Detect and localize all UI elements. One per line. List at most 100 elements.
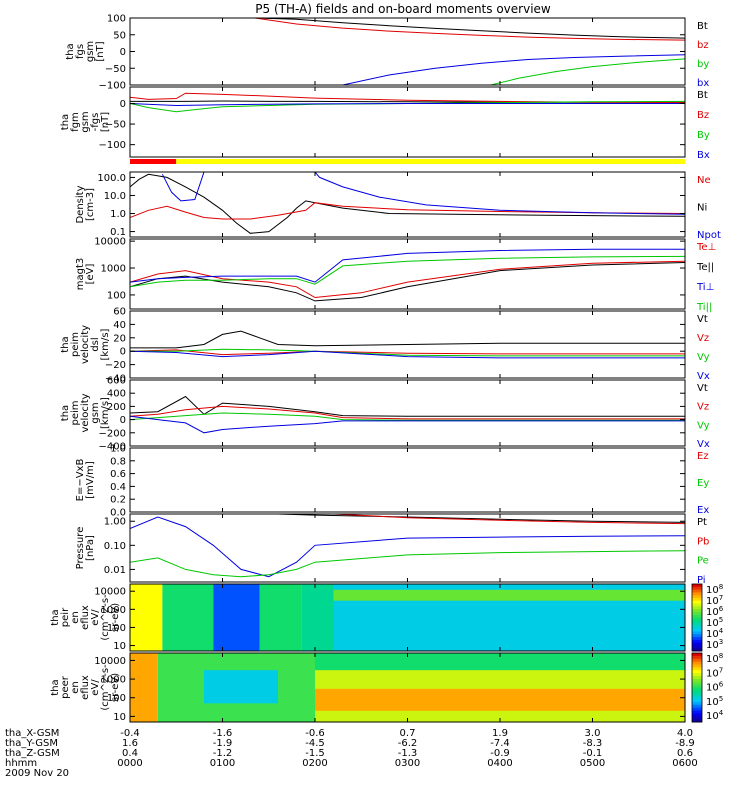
ephemeris-value: 0300 [395,758,420,769]
colorbar-segment [692,611,702,616]
colorbar-segment [692,642,702,646]
legend-entry: bx [697,78,709,89]
ephemeris-value: 0000 [117,758,142,769]
colorbar-label: 108 [706,652,723,665]
colorbar-label: 106 [706,605,724,618]
y-axis-label: peir [60,607,71,627]
legend-entry: Te|| [696,262,714,273]
status-bar-segment [176,159,685,164]
y-axis-label: gsm [80,111,91,132]
series-line [342,54,685,85]
y-axis-label: (cm^2-s- [100,664,111,711]
colorbar-frame [691,583,703,652]
colorbar-segment [692,693,702,697]
legend-entry: Vt [697,383,708,394]
y-axis-label: en [70,681,81,694]
panel-velocity-burst: 60 40 20 0 −20 −40 tha peim velocity dsl [km/s] Vt V… [60,307,710,385]
y-axis-label: gsm [90,402,101,423]
colorbar-label: 106 [706,681,724,694]
panel-pressure: 1.00 0.10 0.01 Pressure [nPa] Pt Pb Pe Pi [75,513,709,586]
series-line [130,550,685,578]
ephemeris-value: 0.6 [677,748,693,759]
y-axis-label: en [70,611,81,624]
colorbar-label: 107 [706,594,723,607]
y-tick-label: 100.0 [97,173,126,184]
figure-title: P5 (TH-A) fields and on-board moments ov… [255,2,551,16]
colorbar-base: 10 [706,596,719,607]
ephemeris-value: -8.9 [675,738,695,749]
series-line [161,172,685,215]
series-line [254,18,685,39]
legend-entry: Te⊥ [696,242,716,253]
colorbar-segment [692,684,702,688]
colorbar-segment [692,673,702,677]
legend-entry: Pb [697,536,709,547]
series-line [130,255,685,288]
colorbar-segment [692,628,702,632]
legend-entry: Vz [697,333,709,344]
ephemeris-value: -1.6 [213,728,233,739]
colorbar-segment [692,634,702,638]
colorbar-segment [692,699,702,703]
legend-entry: Pe [697,556,709,567]
colorbar-segment [692,609,702,613]
colorbar-label: 105 [706,616,723,629]
series-line [130,202,685,220]
series-line [130,516,685,578]
colorbar-segment [692,595,702,599]
heatmap-cell [333,589,685,601]
colorbar-base: 10 [706,618,719,629]
panel-efield: 1.00.8 0.6 0.4 0.2 0.0 E=−VxB [mV/m] Ez Ey Ex [75,444,709,519]
colorbar-exponent: 5 [719,695,723,703]
y-axis-label: [nPa] [85,535,96,561]
colorbar-label: 104 [706,709,724,722]
colorbar-segment [692,655,702,660]
legend-entry: Ex [697,505,709,516]
colorbar-segment [692,584,702,588]
legend-entry: Pi [697,575,706,586]
colorbar-segment [692,696,702,700]
y-tick-label: 20 [113,333,126,344]
colorbar-base: 10 [706,654,719,665]
y-axis-label: tha [50,609,61,625]
colorbar-segment [692,678,702,683]
heatmap-cell [130,584,163,651]
legend-entry: Pt [697,517,707,528]
colorbar-base: 10 [706,585,719,596]
heatmap-cell [315,653,685,671]
y-tick-label: 0 [120,347,126,358]
y-tick-label: −200 [99,428,126,439]
ephemeris-value: 0400 [487,758,512,769]
y-axis-label: tha [50,679,61,695]
legend-entry: Bt [697,90,708,101]
y-tick-label: 100 [107,14,126,25]
y-axis-label: peim [70,400,81,425]
y-axis-label: [nT] [95,41,106,61]
y-tick-label: −40 [105,374,126,385]
colorbar-base: 10 [706,697,719,708]
colorbar-segment [692,600,702,605]
colorbar-exponent: 8 [719,652,723,660]
colorbar-base: 10 [706,668,719,679]
y-tick-label: 0.4 [110,482,126,493]
legend-entry: Ti⊥ [696,282,714,293]
colorbar-segment [692,658,702,663]
y-axis-label: magt3 [75,258,86,291]
colorbar-segment [692,620,702,624]
y-tick-label: 100 [107,693,126,704]
y-tick-label: 0.0 [110,508,126,519]
series-line [130,92,685,104]
heatmap-cell [301,584,334,651]
series-line [490,58,685,85]
ephemeris-row-label: tha_Y-GSM [5,738,58,749]
colorbar-base: 10 [706,607,719,618]
y-axis-label: gsm [85,41,96,62]
ephemeris-value: 0600 [672,758,697,769]
panel-temperature: 10000 1000 100 magt3 [eV] Te⊥ Te|| Ti⊥ Ti|| [75,237,716,313]
y-tick-label: 1.0 [110,209,126,220]
legend-entry: Vt [697,314,708,325]
colorbar-exponent: 3 [719,638,723,646]
